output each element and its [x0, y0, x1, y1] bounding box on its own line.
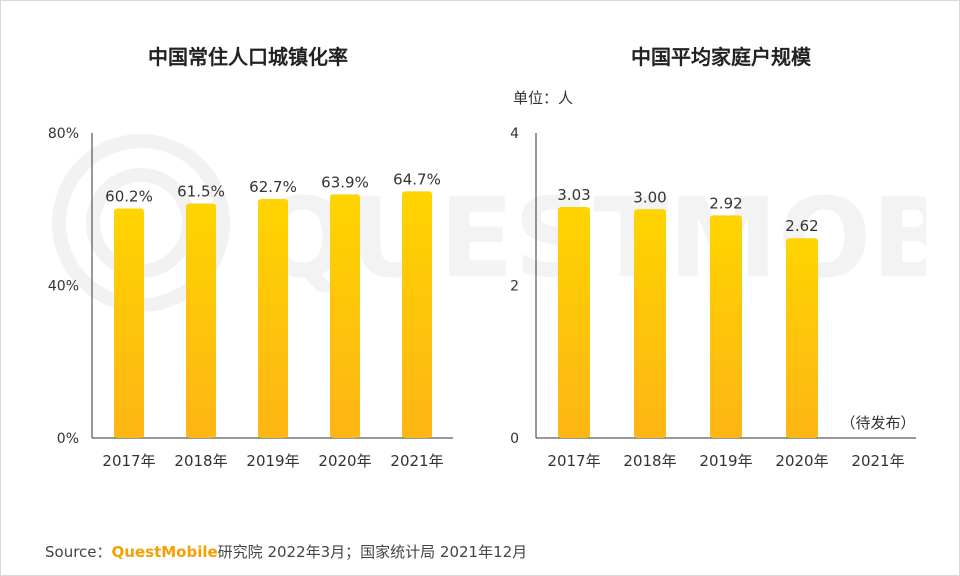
source-rest: 研究院 2022年3月；国家统计局 2021年12月: [217, 543, 528, 561]
left-x-tick-label: 2019年: [246, 452, 299, 470]
left-x-tick-label: 2018年: [174, 452, 227, 470]
right-bar: [786, 238, 818, 438]
right-x-tick-label: 2020年: [775, 452, 828, 470]
left-y-tick-label: 0%: [57, 431, 79, 447]
right-x-tick-label: 2019年: [699, 452, 752, 470]
left-data-label: 60.2%: [105, 187, 153, 205]
right-bar: [710, 215, 742, 438]
left-x-tick-label: 2020年: [318, 452, 371, 470]
left-data-label: 64.7%: [393, 170, 441, 188]
right-data-label: 2.62: [785, 217, 818, 235]
right-y-tick-label: 4: [510, 126, 519, 142]
left-bar: [186, 203, 216, 438]
right-data-label: 3.03: [557, 186, 590, 204]
urbanization-rate-chart: 0% 40% 80% 60.2% 2017年 61.5% 2018年 62.7% 2019年 63…: [48, 126, 453, 470]
source-note: Source：QuestMobile研究院 2022年3月；国家统计局 2021…: [45, 541, 527, 562]
right-y-tick-label: 0: [510, 431, 519, 447]
left-x-tick-label: 2021年: [390, 452, 443, 470]
left-chart-title: 中国常住人口城镇化率: [148, 45, 348, 69]
right-x-tick-label: 2018年: [623, 452, 676, 470]
source-brand: QuestMobile: [111, 543, 218, 561]
right-x-tick-label: 2021年: [851, 452, 904, 470]
left-bar: [258, 198, 288, 438]
left-bar: [330, 194, 360, 438]
right-data-label: 2.92: [709, 194, 742, 212]
right-pending-label: （待发布）: [840, 414, 915, 432]
left-data-label: 62.7%: [249, 178, 297, 196]
left-data-label: 63.9%: [321, 173, 369, 191]
left-y-tick-label: 80%: [48, 126, 79, 142]
right-data-label: 3.00: [633, 188, 666, 206]
source-prefix: Source：: [45, 543, 112, 561]
left-bar: [114, 208, 144, 438]
household-size-chart: 0 2 4 3.03 2017年 3.00 2018年 2.92 2019年 2.62 2020年 （…: [510, 126, 916, 470]
right-chart-title: 中国平均家庭户规模: [631, 45, 811, 69]
right-x-tick-label: 2017年: [547, 452, 600, 470]
left-data-label: 61.5%: [177, 183, 225, 201]
left-bar: [402, 191, 432, 438]
left-y-tick-label: 40%: [48, 279, 79, 295]
unit-label: 单位：人: [513, 89, 574, 107]
right-bar: [558, 206, 590, 438]
right-bar: [634, 209, 666, 438]
left-x-tick-label: 2017年: [102, 452, 155, 470]
right-y-tick-label: 2: [510, 279, 519, 295]
